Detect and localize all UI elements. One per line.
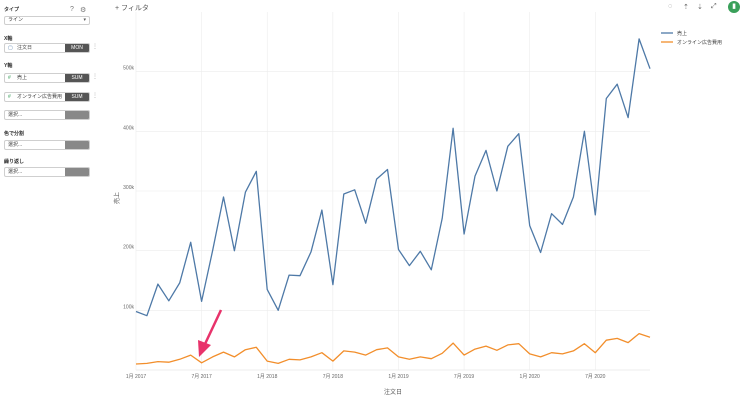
y-field-1-name: 売上: [17, 75, 28, 81]
x-tick-label: 1月 2018: [257, 374, 278, 380]
series-lines: [135, 38, 651, 365]
x-tick-label: 1月 2017: [126, 374, 147, 380]
y-add-agg-button[interactable]: [65, 111, 89, 119]
chart-type-value: ライン: [8, 17, 24, 23]
measure-icon: #: [8, 94, 11, 100]
x-tick-label: 7月 2020: [585, 374, 606, 380]
y-tick-label: 200k: [123, 245, 134, 251]
x-tick-label: 7月 2017: [191, 374, 212, 380]
calendar-icon: ▢: [8, 45, 13, 51]
legend-label: オンライン広告費用: [677, 39, 722, 46]
x-axis-title: 注文日: [384, 388, 402, 396]
y-tick-label: 300k: [123, 185, 134, 191]
y-tick-label: 400k: [123, 125, 134, 131]
color-split-agg-button[interactable]: [65, 141, 89, 149]
y-axis-field-2[interactable]: # オンライン広告費用 SUM: [4, 92, 90, 102]
chart-type-select[interactable]: ライン ▾: [4, 16, 90, 25]
x-tick-label: 7月 2018: [323, 374, 344, 380]
x-field-menu-icon[interactable]: ⋮: [92, 44, 98, 50]
x-tick-label: 7月 2019: [454, 374, 475, 380]
y-tick-label: 100k: [123, 304, 134, 310]
grid: [135, 12, 650, 371]
y-axis-title: 売上: [113, 192, 121, 204]
repeat-agg-button[interactable]: [65, 168, 89, 176]
help-icon[interactable]: ?: [70, 6, 74, 13]
filter-label: フィルタ: [121, 5, 149, 12]
expand-icon[interactable]: ⤢: [711, 3, 717, 10]
legend-label: 売上: [677, 30, 687, 37]
y-axis-add-field[interactable]: 選択...: [4, 110, 90, 120]
y-tick-label: 500k: [123, 66, 134, 72]
annotation-arrow: [198, 309, 223, 357]
filter-button[interactable]: + フィルタ: [115, 3, 149, 13]
repeat-field[interactable]: 選択...: [4, 167, 90, 177]
color-split-field[interactable]: 選択...: [4, 140, 90, 150]
sidebar: タイプ ? ⚙ ライン ▾ X軸 ▢ 注文日 MON ⋮ Y軸 # 売上 SUM…: [0, 0, 100, 400]
plus-icon: +: [115, 5, 120, 12]
y-add-placeholder: 選択...: [8, 112, 23, 118]
x-tick-label: 1月 2019: [388, 374, 409, 380]
x-field-name: 注文日: [17, 45, 33, 51]
series-line-2: [135, 332, 651, 365]
x-axis-field[interactable]: ▢ 注文日 MON: [4, 43, 90, 53]
x-axis: 1月 2017 7月 2017 1月 2018 7月 2018 1月 2019 7月 20…: [126, 374, 606, 380]
repeat-placeholder: 選択...: [8, 169, 23, 175]
y-field-2-menu-icon[interactable]: ⋮: [92, 93, 98, 99]
run-button[interactable]: ▮: [728, 1, 740, 13]
y-axis: 100k 200k 300k 400k 500k: [123, 66, 134, 311]
type-label: タイプ: [4, 7, 20, 13]
download-icon[interactable]: ⇣: [697, 4, 703, 11]
color-split-label: 色で分割: [4, 131, 25, 137]
color-split-placeholder: 選択...: [8, 142, 23, 148]
upload-icon[interactable]: ⇡: [683, 4, 689, 11]
x-tick-label: 1月 2020: [520, 374, 541, 380]
x-axis-label: X軸: [4, 36, 13, 42]
y-field-1-menu-icon[interactable]: ⋮: [92, 74, 98, 80]
series-line-1: [135, 38, 651, 317]
y-axis-field-1[interactable]: # 売上 SUM: [4, 73, 90, 83]
y-axis-label: Y軸: [4, 63, 13, 69]
y-field-1-agg-button[interactable]: SUM: [65, 74, 89, 82]
repeat-label: 繰り返し: [4, 159, 25, 165]
comment-icon[interactable]: ◌: [668, 3, 673, 10]
y-field-2-name: オンライン広告費用: [17, 94, 63, 100]
gear-icon[interactable]: ⚙: [80, 7, 87, 14]
y-field-2-agg-button[interactable]: SUM: [65, 93, 89, 101]
measure-icon: #: [8, 75, 11, 81]
x-field-agg-button[interactable]: MON: [65, 44, 89, 52]
chevron-down-icon: ▾: [83, 17, 86, 23]
